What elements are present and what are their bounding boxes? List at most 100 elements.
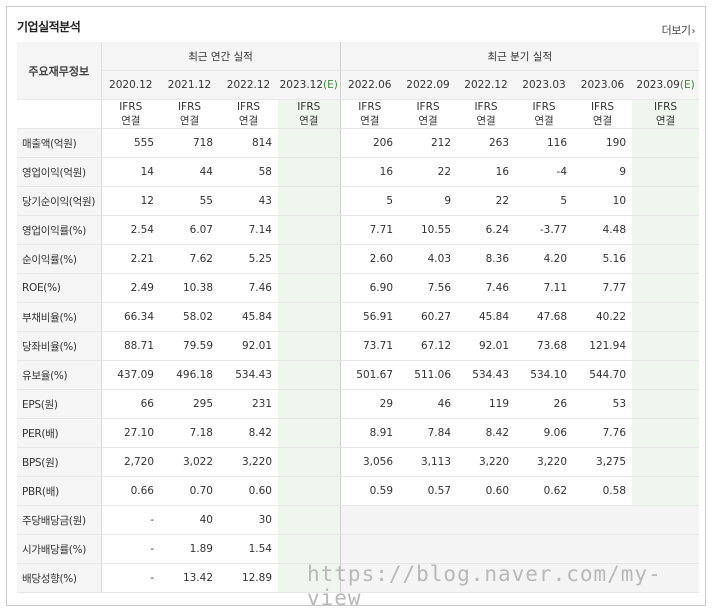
quarter-value-cell: 3,220 [515, 447, 574, 477]
quarter-value-cell [632, 273, 700, 303]
ifrs-row: IFRS 연결 IFRS 연결 IFRS 연결 IFRS 연결 IFRS 연결 IFRS 연결 IFRS… [17, 99, 700, 129]
annual-value-cell: 534.43 [219, 360, 278, 390]
annual-value-cell: 718 [160, 128, 219, 158]
ifrs-label: IFRS [654, 101, 678, 113]
annual-value-cell: 92.01 [219, 331, 278, 361]
quarter-value-cell: 73.71 [340, 331, 400, 361]
row-label: EPS(원) [17, 389, 102, 419]
consolidated-label: 연결 [360, 115, 380, 127]
table-row: 유보율(%) 437.09 496.18 534.43 501.67 511.06 534.… [17, 360, 700, 390]
empty-cell [340, 534, 400, 564]
quarter-value-cell [632, 157, 700, 187]
quarter-value-cell: 7.76 [573, 418, 633, 448]
annual-value-cell: 1.54 [219, 534, 278, 564]
quarter-value-cell: 22 [399, 157, 458, 187]
more-link[interactable]: 더보기› [661, 22, 696, 38]
annual-value-cell: - [101, 505, 160, 535]
annual-value-cell: 2,720 [101, 447, 160, 477]
quarter-value-cell: 16 [340, 157, 400, 187]
annual-value-cell [278, 273, 341, 303]
empty-cell [515, 563, 574, 593]
ifrs-badge: IFRS 연결 [278, 99, 341, 129]
panel-title: 기업실적분석 [17, 20, 81, 34]
quarter-value-cell: 7.11 [515, 273, 574, 303]
empty-cell [573, 534, 633, 564]
quarter-value-cell [632, 389, 700, 419]
quarter-value-cell: 534.43 [457, 360, 516, 390]
annual-value-cell [278, 418, 341, 448]
quarter-period-header: 2022.06 [340, 70, 400, 100]
estimate-marker: (E) [323, 79, 338, 91]
row-label: 배당성향(%) [17, 563, 102, 593]
corner-label: 주요재무정보 [17, 42, 102, 100]
quarter-value-cell: 92.01 [457, 331, 516, 361]
quarter-value-cell [632, 128, 700, 158]
row-label: 당기순이익(억원) [17, 186, 102, 216]
annual-value-cell: 7.46 [219, 273, 278, 303]
empty-cell [399, 534, 458, 564]
table-row: 순이익률(%) 2.21 7.62 5.25 2.60 4.03 8.36 4.20 5.16 [17, 244, 700, 274]
quarter-value-cell: 116 [515, 128, 574, 158]
annual-value-cell [278, 157, 341, 187]
ifrs-row-label [17, 99, 102, 129]
annual-group-header: 최근 연간 실적 [101, 42, 341, 71]
quarter-value-cell [632, 244, 700, 274]
quarter-period-header: 2023.06 [573, 70, 633, 100]
quarter-value-cell: 4.20 [515, 244, 574, 274]
row-label: ROE(%) [17, 273, 102, 303]
quarter-value-cell: 22 [457, 186, 516, 216]
annual-value-cell: 45.84 [219, 302, 278, 332]
annual-value-cell: 231 [219, 389, 278, 419]
quarter-value-cell [632, 476, 700, 506]
quarter-value-cell: 511.06 [399, 360, 458, 390]
quarter-value-cell [632, 447, 700, 477]
quarter-period-header: 2022.12 [457, 70, 516, 100]
annual-value-cell: - [101, 534, 160, 564]
ifrs-badge: IFRS 연결 [632, 99, 700, 129]
consolidated-label: 연결 [476, 115, 496, 127]
empty-cell [457, 505, 516, 535]
annual-value-cell: 295 [160, 389, 219, 419]
quarter-value-cell: 121.94 [573, 331, 633, 361]
empty-cell [457, 534, 516, 564]
quarter-value-cell: 2.60 [340, 244, 400, 274]
quarter-value-cell [632, 186, 700, 216]
annual-value-cell [278, 360, 341, 390]
annual-value-cell: 14 [101, 157, 160, 187]
row-label: BPS(원) [17, 447, 102, 477]
more-label[interactable]: 더보기 [661, 24, 691, 37]
ifrs-badge: IFRS 연결 [160, 99, 219, 129]
annual-value-cell [278, 331, 341, 361]
table-row: ROE(%) 2.49 10.38 7.46 6.90 7.56 7.46 7.11 7.77 [17, 273, 700, 303]
consolidated-label: 연결 [534, 115, 554, 127]
quarter-value-cell: 4.03 [399, 244, 458, 274]
annual-value-cell: 2.21 [101, 244, 160, 274]
financial-table: 주요재무정보 최근 연간 실적 최근 분기 실적 2020.12 2021.12 2… [17, 42, 700, 593]
annual-value-cell: 27.10 [101, 418, 160, 448]
annual-value-cell: 13.42 [160, 563, 219, 593]
ifrs-label: IFRS [474, 101, 498, 113]
row-label: 순이익률(%) [17, 244, 102, 274]
panel-header: 기업실적분석 더보기› [7, 7, 705, 44]
annual-period-header: 2021.12 [160, 70, 219, 100]
annual-period-header: 2020.12 [101, 70, 160, 100]
annual-period-header: 2023.12(E) [278, 70, 341, 100]
annual-value-cell [278, 534, 341, 564]
empty-cell [399, 563, 458, 593]
quarter-value-cell: 47.68 [515, 302, 574, 332]
quarter-value-cell: 5 [515, 186, 574, 216]
annual-value-cell [278, 476, 341, 506]
annual-value-cell: 0.70 [160, 476, 219, 506]
quarter-value-cell: 6.24 [457, 215, 516, 245]
table-body: IFRS 연결 IFRS 연결 IFRS 연결 IFRS 연결 IFRS 연결 IFRS 연결 IFRS… [17, 99, 700, 593]
chevron-right-icon: › [691, 26, 696, 37]
annual-value-cell: 3,220 [219, 447, 278, 477]
empty-cell [573, 563, 633, 593]
table-row: PER(배) 27.10 7.18 8.42 8.91 7.84 8.42 9.06 7.76 [17, 418, 700, 448]
ifrs-label: IFRS [416, 101, 440, 113]
quarter-value-cell: 9 [573, 157, 633, 187]
quarter-value-cell: 4.48 [573, 215, 633, 245]
consolidated-label: 연결 [655, 115, 676, 127]
consolidated-label: 연결 [592, 115, 613, 127]
annual-value-cell: 555 [101, 128, 160, 158]
